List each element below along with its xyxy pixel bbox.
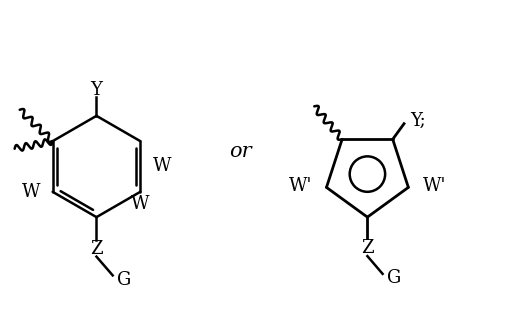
Text: Z: Z: [361, 239, 374, 257]
Text: W: W: [153, 157, 172, 176]
Text: W': W': [289, 177, 312, 195]
Text: W: W: [131, 195, 150, 213]
Text: W': W': [422, 177, 446, 195]
Text: Y;: Y;: [410, 112, 426, 130]
Text: Z: Z: [90, 240, 103, 258]
Text: G: G: [117, 271, 131, 289]
Text: Y: Y: [91, 80, 102, 98]
Text: W: W: [22, 183, 40, 201]
Text: or: or: [229, 142, 252, 161]
Text: G: G: [387, 269, 401, 287]
